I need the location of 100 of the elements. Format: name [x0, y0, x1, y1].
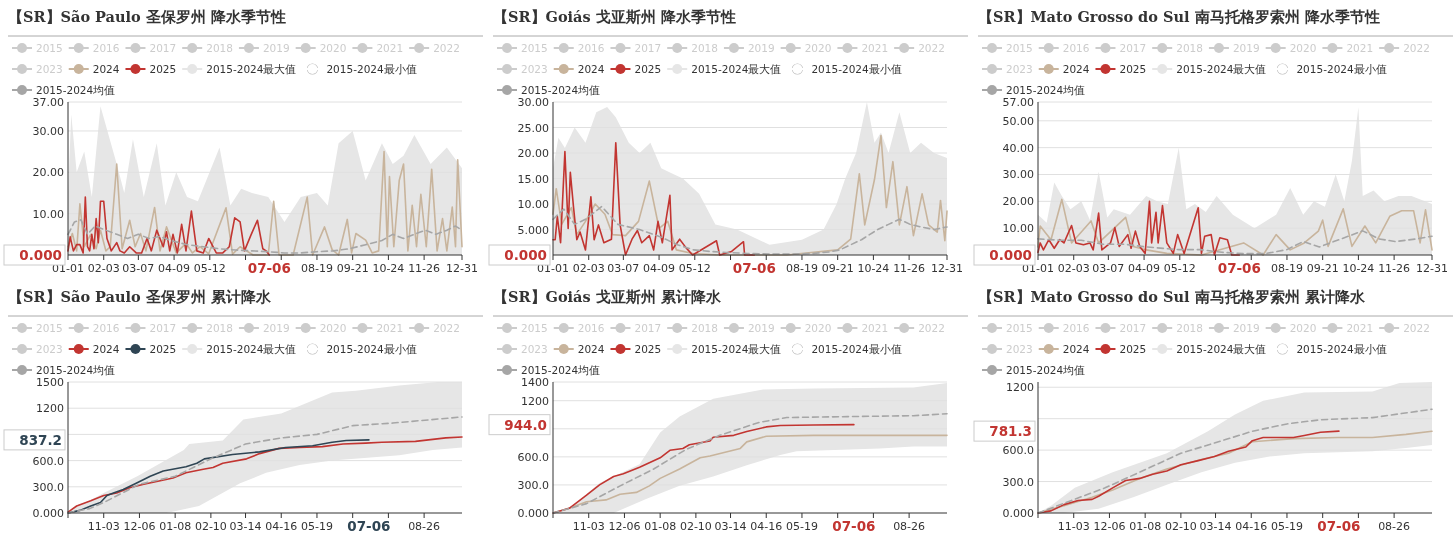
y-tick-label: 10.00	[517, 198, 549, 211]
legend-label: 2015-2024最大值	[1176, 63, 1267, 75]
x-tick-label: 05-12	[678, 262, 711, 275]
x-tick-label: 03-14	[714, 520, 747, 533]
y-tick-label: 37.00	[32, 96, 64, 109]
x-tick-label: 09-21	[1306, 262, 1339, 275]
legend-label: 2015-2024最小值	[811, 343, 902, 355]
x-tick-label: 09-21	[336, 262, 369, 275]
y-tick-label: 0.000	[1002, 507, 1034, 520]
x-tick-label: 01-08	[159, 520, 192, 533]
y-tick-label: 15.00	[517, 172, 549, 186]
legend-label: 2015-2024均值	[1006, 84, 1086, 96]
x-tick-label: 08-26	[1378, 520, 1411, 533]
legend-label: 2025	[149, 63, 177, 75]
x-tick-label: 12-31	[931, 262, 963, 275]
y-tick-label: 30.00	[1002, 168, 1034, 182]
legend-item: 2024	[67, 343, 120, 355]
y-tick-label: 300.0	[517, 478, 549, 492]
text: 781.3	[989, 423, 1032, 440]
x-tick-label: 11-03	[87, 520, 120, 533]
legend-item: 2015-2024最大值	[666, 343, 782, 355]
x-tick-label: 03-07	[122, 262, 155, 275]
x-tick-label: 11-26	[893, 262, 926, 275]
y-tick-label: 1400	[521, 376, 549, 389]
y-tick-label: 30.00	[32, 124, 64, 138]
legend-item: 2025	[609, 63, 662, 75]
legend-item: 2015-2024均值	[496, 84, 601, 96]
x-tick-label: 11-26	[1378, 262, 1411, 275]
y-tick-label: 0.000	[32, 507, 64, 520]
y-tick-label: 300.0	[32, 480, 64, 494]
legend-label: 2024	[1062, 343, 1090, 355]
legend-item: 2015-2024最小值	[1271, 63, 1387, 75]
legend-item: 2024	[1037, 343, 1090, 355]
legend-label: 2025	[1119, 343, 1147, 355]
legend-label: 2015-2024最小值	[326, 343, 417, 355]
y-tick-label: 30.00	[517, 96, 549, 109]
legend-item: 2015-2024均值	[981, 364, 1086, 376]
x-tick-label: 02-10	[194, 520, 227, 533]
x-tick-label: 05-12	[1163, 262, 1196, 275]
legend-label: 2024	[92, 343, 120, 355]
x-tick-label: 12-31	[1416, 262, 1448, 275]
legend-label: 2015-2024最大值	[206, 63, 297, 75]
x-tick-label: 04-16	[265, 520, 298, 533]
legend-item: 2015-2024最大值	[666, 63, 782, 75]
chart-title: 【SR】São Paulo 圣保罗州 累计降水	[8, 288, 272, 305]
legend-item: 2015-2024最大值	[181, 343, 297, 355]
text: 07-06	[732, 260, 776, 276]
x-tick-label: 03-14	[229, 520, 262, 533]
legend-item: 2025	[1094, 63, 1147, 75]
y-tick-label: 10.00	[1002, 222, 1034, 236]
x-tick-label: 12-06	[608, 520, 641, 533]
y-tick-label: 20.00	[517, 147, 549, 160]
legend-item: 2024	[552, 63, 605, 75]
x-tick-label: 03-07	[607, 262, 640, 275]
x-tick-label: 04-09	[643, 262, 676, 275]
legend-item: 2024	[552, 343, 605, 355]
legend-label: 2015-2024最大值	[1176, 343, 1267, 355]
x-tick-label: 12-06	[123, 520, 156, 533]
legend-label: 2015-2024最小值	[811, 63, 902, 75]
chart-title: 【SR】Mato Grosso do Sul 南马托格罗索州 降水季节性	[978, 8, 1380, 25]
x-tick-label: 02-10	[679, 520, 712, 533]
x-tick-label: 02-03	[87, 262, 120, 275]
y-tick-label: 600.0	[32, 454, 64, 468]
y-tick-label: 20.00	[1002, 195, 1034, 209]
chart-title: 【SR】Goiás 戈亚斯州 累计降水	[493, 288, 722, 305]
legend-item: 2015-2024最小值	[301, 63, 417, 75]
x-tick-label: 05-19	[785, 520, 818, 533]
legend-label: 2025	[149, 343, 177, 355]
legend-label: 2024	[1062, 63, 1090, 75]
legend-item: 2015-2024最小值	[786, 63, 902, 75]
y-tick-label: 0.000	[517, 507, 549, 520]
y-tick-label: 20.00	[32, 166, 64, 180]
legend-item: 2015-2024均值	[496, 364, 601, 376]
y-tick-label: 1200	[1006, 381, 1034, 395]
x-tick-label: 08-19	[1270, 262, 1303, 275]
legend-label: 2015-2024最小值	[326, 63, 417, 75]
legend-item: 2015-2024最小值	[1271, 343, 1387, 355]
y-tick-label: 50.00	[1002, 114, 1034, 128]
x-tick-label: 08-19	[300, 262, 333, 275]
x-tick-label: 10-24	[1342, 262, 1375, 275]
x-tick-label: 12-31	[446, 262, 478, 275]
line-series	[67, 196, 271, 256]
x-tick-label: 11-03	[572, 520, 605, 533]
legend-item: 2015-2024最大值	[181, 63, 297, 75]
legend-label: 2015-2024最大值	[206, 343, 297, 355]
legend-item: 2025	[609, 343, 662, 355]
text: 07-06	[1217, 260, 1261, 276]
text: 07-06	[1317, 518, 1361, 534]
chart-title: 【SR】Mato Grosso do Sul 南马托格罗索州 累计降水	[978, 288, 1366, 305]
legend-item: 2015-2024最大值	[1151, 343, 1267, 355]
chart-title: 【SR】São Paulo 圣保罗州 降水季节性	[8, 8, 286, 25]
legend-label: 2015-2024均值	[36, 84, 116, 96]
y-tick-label: 57.00	[1002, 96, 1034, 109]
x-tick-label: 04-09	[158, 262, 191, 275]
legend-item: 2025	[124, 343, 177, 355]
legend-item: 2025	[1094, 343, 1147, 355]
x-tick-label: 04-16	[750, 520, 783, 533]
legend-label: 2015-2024均值	[521, 364, 601, 376]
legend-label: 2025	[1119, 63, 1147, 75]
y-tick-label: 300.0	[1002, 475, 1034, 489]
